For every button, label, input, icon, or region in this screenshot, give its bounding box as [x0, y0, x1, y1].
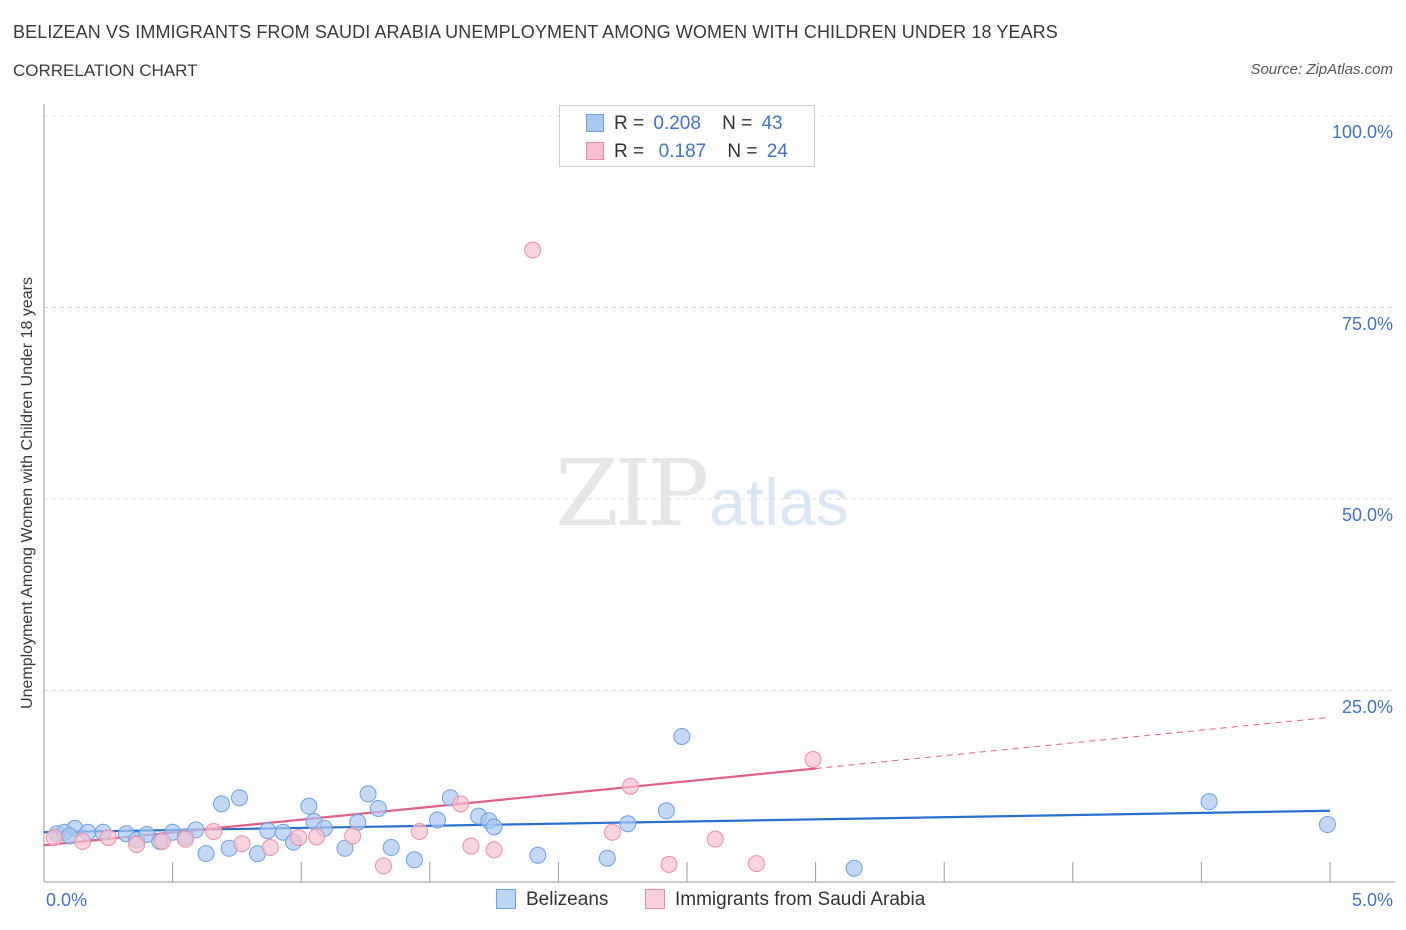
legend-swatch-pink	[586, 142, 604, 160]
point-belizean	[230, 789, 248, 807]
point-saudi	[261, 839, 279, 857]
point-saudi	[747, 855, 765, 873]
x-tick-label-max: 5.0%	[1351, 890, 1393, 910]
legend-r-value: 0.208	[653, 113, 701, 134]
legend-swatch-blue	[586, 114, 604, 132]
legend-n-label: N =	[722, 113, 753, 134]
point-belizean	[197, 845, 215, 863]
point-belizean	[382, 839, 400, 857]
point-saudi	[45, 829, 63, 847]
point-belizean	[300, 797, 318, 815]
point-saudi	[205, 822, 223, 840]
point-belizean	[274, 823, 292, 841]
point-saudi	[603, 823, 621, 841]
point-saudi	[128, 835, 146, 853]
point-saudi	[804, 750, 822, 768]
bottom-legend-label: Belizeans	[526, 889, 609, 910]
point-belizean	[657, 802, 675, 820]
point-saudi	[344, 827, 362, 845]
point-saudi	[153, 832, 171, 850]
legend: R = 0.208 N = 43 R = 0.187 N = 24	[559, 105, 815, 167]
bottom-legend-label: Immigrants from Saudi Arabia	[675, 889, 926, 910]
point-saudi	[706, 830, 724, 848]
source-label: Source: ZipAtlas.com	[1250, 61, 1393, 78]
point-belizean	[1200, 793, 1218, 811]
legend-n-label: N =	[727, 141, 758, 162]
point-belizean	[259, 822, 277, 840]
point-belizean	[336, 839, 354, 857]
bottom-legend-saudi: Immigrants from Saudi Arabia	[645, 889, 925, 911]
point-saudi	[485, 841, 503, 859]
point-saudi	[621, 777, 639, 795]
trend-line-belizean	[43, 809, 1331, 834]
point-saudi	[176, 830, 194, 848]
point-belizean	[845, 859, 863, 877]
point-belizean	[673, 727, 691, 745]
legend-n-value: 24	[766, 141, 788, 162]
point-saudi	[462, 837, 480, 855]
legend-r-label: R =	[614, 141, 645, 162]
point-belizean	[1318, 816, 1336, 834]
scatter-points	[45, 241, 1336, 877]
bottom-legend-belizeans: Belizeans	[496, 889, 608, 911]
point-saudi	[375, 857, 393, 875]
legend-r-value: 0.187	[658, 141, 707, 162]
point-belizean	[485, 818, 503, 836]
y-tick-label: 50.0%	[1341, 505, 1393, 525]
point-belizean	[619, 815, 637, 833]
point-belizean	[212, 795, 230, 813]
point-belizean	[359, 785, 377, 803]
point-saudi	[660, 855, 678, 873]
point-saudi	[308, 828, 326, 846]
legend-r-label: R =	[614, 113, 645, 134]
y-tick-label: 75.0%	[1341, 313, 1393, 334]
point-saudi	[233, 835, 251, 853]
legend-row-saudi: R = 0.187 N = 24	[586, 141, 788, 165]
point-saudi	[411, 822, 429, 840]
point-belizean	[405, 851, 423, 869]
grid	[44, 115, 1395, 691]
y-tick-label: 100.0%	[1331, 122, 1393, 142]
chart-subtitle: CORRELATION CHART	[13, 61, 198, 80]
point-belizean	[529, 846, 547, 864]
trend-line-saudi-projection	[815, 716, 1331, 769]
bottom-legend-swatch-blue	[496, 889, 516, 909]
point-belizean	[369, 799, 387, 817]
legend-n-value: 43	[761, 113, 783, 134]
legend-row-belizeans: R = 0.208 N = 43	[586, 113, 783, 137]
point-belizean	[598, 849, 616, 867]
chart-title: BELIZEAN VS IMMIGRANTS FROM SAUDI ARABIA…	[13, 22, 1058, 42]
point-saudi	[99, 829, 117, 847]
point-saudi	[290, 829, 308, 847]
axes	[43, 104, 1395, 883]
x-tick-label-min: 0.0%	[46, 890, 88, 910]
y-tick-label: 25.0%	[1341, 696, 1393, 717]
point-saudi	[524, 241, 542, 259]
point-saudi	[74, 832, 92, 850]
bottom-legend-swatch-pink	[645, 889, 665, 909]
point-saudi	[452, 795, 470, 813]
point-belizean	[429, 811, 447, 829]
